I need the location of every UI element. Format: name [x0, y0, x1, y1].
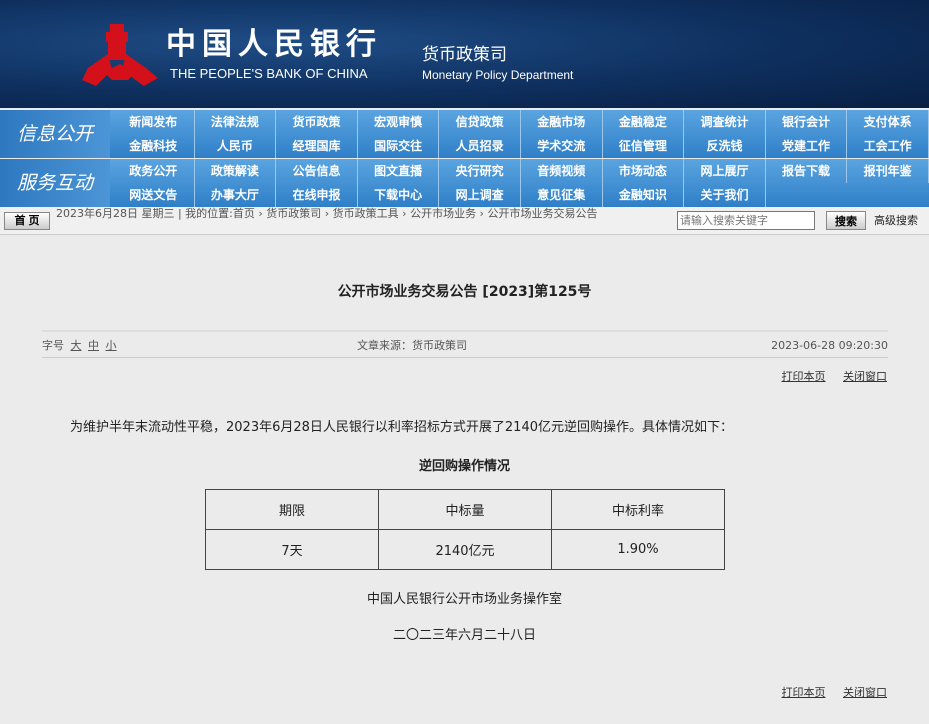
close-window-link[interactable]: 关闭窗口: [843, 370, 887, 383]
page-title: 公开市场业务交易公告 [2023]第125号: [337, 284, 592, 300]
dept-name-cn: 货币政策司: [422, 45, 507, 65]
bank-name-cn: 中国人民银行: [166, 27, 382, 62]
nav-item[interactable]: 在线申报: [276, 183, 358, 207]
table-header-row: 期限 中标量 中标利率: [205, 489, 725, 530]
nav-item[interactable]: 办事大厅: [195, 183, 277, 207]
print-link[interactable]: 打印本页: [781, 370, 826, 383]
dept-name-en: Monetary Policy Department: [422, 68, 574, 82]
advanced-search-link[interactable]: 高级搜索: [874, 214, 918, 227]
nav-item[interactable]: 人员招录: [439, 134, 521, 158]
nav-item[interactable]: 宏观审慎: [358, 110, 440, 134]
main-nav: 信息公开 新闻发布 法律法规 货币政策 宏观审慎 信贷政策 金融市场 金融稳定 调查统计 银行会…: [0, 110, 929, 207]
nav-item[interactable]: 市场动态: [603, 159, 685, 183]
nav-item[interactable]: 公告信息: [276, 159, 358, 183]
signature: 中国人民银行公开市场业务操作室: [366, 592, 562, 607]
nav-item[interactable]: 报告下载: [766, 159, 848, 183]
nav-item[interactable]: 图文直播: [358, 159, 440, 183]
nav-item[interactable]: 网上调查: [439, 183, 521, 207]
nav-item[interactable]: 国际交往: [358, 134, 440, 158]
nav-item[interactable]: 调查统计: [684, 110, 766, 134]
nav-label-service: 服务互动: [0, 159, 110, 207]
nav-label-info: 信息公开: [0, 110, 110, 158]
print-link[interactable]: 打印本页: [781, 686, 826, 699]
table-header: 中标量: [378, 489, 552, 530]
nav-item[interactable]: 工会工作: [847, 134, 929, 158]
top-links: 打印本页 关闭窗口: [768, 370, 888, 383]
nav-item[interactable]: 新闻发布: [113, 110, 195, 134]
table-header: 期限: [205, 489, 379, 530]
nav-item[interactable]: 央行研究: [439, 159, 521, 183]
table-row: 7天 2140亿元 1.90%: [205, 529, 725, 570]
nav-item[interactable]: 意见征集: [521, 183, 603, 207]
font-size-label: 字号: [42, 339, 64, 352]
nav-item[interactable]: 人民币: [195, 134, 277, 158]
signature-date: 二〇二三年六月二十八日: [392, 628, 536, 643]
bank-name-en: THE PEOPLE'S BANK OF CHINA: [170, 66, 368, 81]
nav-item[interactable]: 党建工作: [766, 134, 848, 158]
article-timestamp: 2023-06-28 09:20:30: [771, 339, 888, 352]
nav-item[interactable]: 政务公开: [113, 159, 195, 183]
article-source: 文章来源：货币政策司: [357, 339, 467, 352]
search-button[interactable]: 搜索: [826, 211, 866, 230]
table-cell: 1.90%: [551, 529, 725, 570]
close-window-link[interactable]: 关闭窗口: [843, 686, 887, 699]
intro-paragraph: 为维护半年末流动性平稳，2023年6月28日人民银行以利率招标方式开展了2140…: [70, 420, 733, 435]
nav-item[interactable]: 金融科技: [113, 134, 195, 158]
nav-item[interactable]: 报刊年鉴: [847, 159, 929, 183]
bottom-links: 打印本页 关闭窗口: [768, 686, 888, 699]
font-large-link[interactable]: 大: [70, 339, 82, 352]
site-header: 中国人民银行 THE PEOPLE'S BANK OF CHINA 货币政策司 …: [0, 0, 929, 108]
nav-item[interactable]: 征信管理: [603, 134, 685, 158]
nav-service-block: 服务互动 政务公开 政策解读 公告信息 图文直播 央行研究 音频视频 市场动态 网上展厅 报告下…: [0, 159, 929, 207]
nav-item[interactable]: 政策解读: [195, 159, 277, 183]
repo-table: 期限 中标量 中标利率 7天 2140亿元 1.90%: [205, 489, 725, 570]
nav-item[interactable]: 金融知识: [603, 183, 685, 207]
nav-item[interactable]: 反洗钱: [684, 134, 766, 158]
nav-item[interactable]: 法律法规: [195, 110, 277, 134]
table-cell: 2140亿元: [378, 529, 552, 570]
table-cell: 7天: [205, 529, 379, 570]
nav-info-grid: 新闻发布 法律法规 货币政策 宏观审慎 信贷政策 金融市场 金融稳定 调查统计 银行会计 支付体系…: [113, 110, 929, 158]
nav-item[interactable]: 学术交流: [521, 134, 603, 158]
nav-item[interactable]: 关于我们: [684, 183, 766, 207]
nav-item[interactable]: 下载中心: [358, 183, 440, 207]
nav-item[interactable]: 网上展厅: [684, 159, 766, 183]
nav-item[interactable]: 支付体系: [847, 110, 929, 134]
nav-item[interactable]: 货币政策: [276, 110, 358, 134]
nav-item[interactable]: 银行会计: [766, 110, 848, 134]
article-meta: 字号 大 中 小 文章来源：货币政策司 2023-06-28 09:20:30: [42, 330, 888, 358]
nav-item[interactable]: 金融稳定: [603, 110, 685, 134]
nav-item[interactable]: 金融市场: [521, 110, 603, 134]
nav-item[interactable]: 音频视频: [521, 159, 603, 183]
nav-info-block: 信息公开 新闻发布 法律法规 货币政策 宏观审慎 信贷政策 金融市场 金融稳定 调查统计 银行会…: [0, 110, 929, 158]
pboc-logo-icon: [82, 24, 158, 86]
nav-item[interactable]: 经理国库: [276, 134, 358, 158]
nav-service-grid: 政务公开 政策解读 公告信息 图文直播 央行研究 音频视频 市场动态 网上展厅 报告下载 报刊年鉴…: [113, 159, 929, 207]
nav-item[interactable]: 网送文告: [113, 183, 195, 207]
search-input[interactable]: [677, 211, 815, 230]
nav-item[interactable]: 信贷政策: [439, 110, 521, 134]
home-button[interactable]: 首 页: [4, 212, 50, 230]
font-medium-link[interactable]: 中: [88, 339, 99, 352]
table-caption: 逆回购操作情况: [418, 459, 510, 474]
breadcrumb: 2023年6月28日 星期三 | 我的位置:首页 › 货币政策司 › 货币政策工…: [56, 207, 598, 220]
table-header: 中标利率: [551, 489, 725, 530]
font-small-link[interactable]: 小: [105, 339, 117, 352]
breadcrumb-bar: 首 页 2023年6月28日 星期三 | 我的位置:首页 › 货币政策司 › 货…: [0, 207, 929, 235]
